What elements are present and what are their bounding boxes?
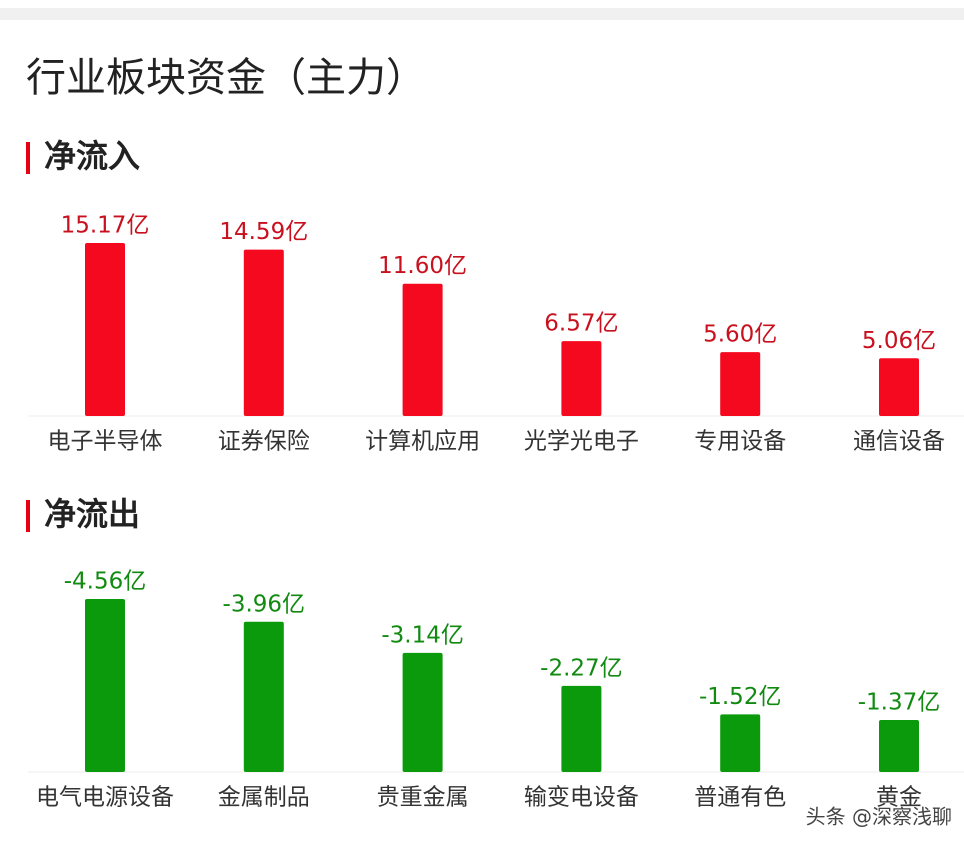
value-label: -4.56亿 [64,569,147,595]
bar [720,352,761,416]
value-label: 5.60亿 [703,322,777,348]
value-label: 6.57亿 [544,311,618,337]
category-label: 电子半导体 [48,429,163,455]
value-label: -2.27亿 [540,655,623,681]
value-label: -3.14亿 [381,622,464,648]
value-label: -3.96亿 [223,591,306,617]
value-label: 15.17亿 [61,213,150,239]
section-title: 净流入 [44,137,140,175]
section-title: 净流出 [44,495,140,533]
category-label: 输变电设备 [524,785,639,811]
bar [561,341,602,416]
category-label: 电气电源设备 [36,785,174,811]
category-label: 专用设备 [694,429,786,455]
category-label: 普通有色 [694,785,786,811]
bar [879,358,919,416]
value-label: -1.52亿 [699,684,782,710]
bar [243,621,284,772]
bar [402,283,443,416]
watermark: 头条 @深察浅聊 [806,805,952,829]
value-label: 5.06亿 [862,328,936,354]
value-label: -1.37亿 [858,690,941,716]
category-label: 贵重金属 [377,785,469,811]
category-label: 黄金 [876,785,922,811]
page-title: 行业板块资金（主力） [26,55,426,101]
category-label: 计算机应用 [365,429,480,455]
category-label: 金属制品 [218,785,310,811]
bar [402,652,443,772]
bar [85,243,125,416]
value-label: 11.60亿 [378,253,467,279]
bar [85,599,125,772]
bar [879,720,919,772]
bar [561,685,602,772]
value-label: 14.59亿 [219,219,308,245]
bar [720,714,761,772]
category-label: 光学光电子 [524,429,639,455]
top-strip [0,8,964,20]
section-marker [26,500,30,532]
category-label: 通信设备 [853,429,945,455]
bar [243,249,284,416]
category-label: 证券保险 [218,429,310,455]
section-marker [26,142,30,174]
